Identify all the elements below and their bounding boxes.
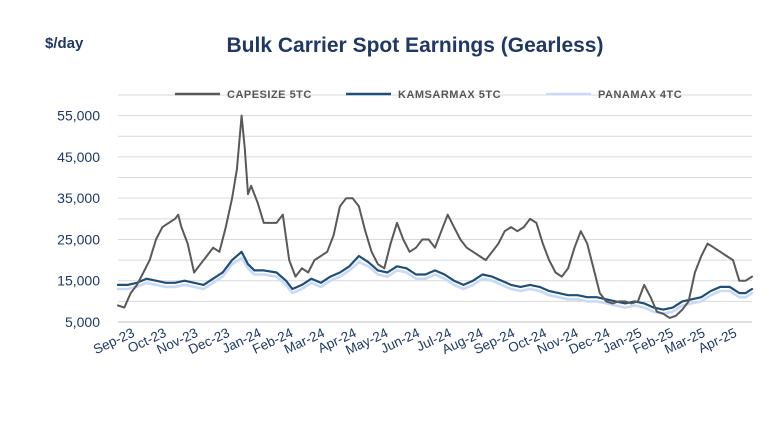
y-tick-label: 5,000 (65, 314, 100, 330)
y-tick-label: 15,000 (57, 273, 100, 289)
legend-label-kamsarmax-5tc: KAMSARMAX 5TC (398, 89, 501, 101)
series-line-panamax-4tc (116, 256, 754, 315)
y-axis: 5,000 15,000 25,000 35,000 45,000 55,000 (57, 108, 100, 330)
legend-label-capesize-5tc: CAPESIZE 5TC (227, 89, 312, 101)
x-axis: Sep-23Oct-23Nov-23Dec-23Jan-24Feb-24Mar-… (91, 321, 752, 358)
grid-lines (118, 94, 752, 323)
series-line-capesize-5tc (117, 114, 753, 319)
y-tick-label: 55,000 (57, 108, 100, 124)
series-lines (116, 114, 754, 319)
legend-label-panamax-4tc: PANAMAX 4TC (598, 89, 682, 101)
y-tick-label: 35,000 (57, 190, 100, 206)
y-tick-label: 45,000 (57, 149, 100, 165)
chart-title: Bulk Carrier Spot Earnings (Gearless) (227, 34, 604, 57)
y-unit-label: $/day (45, 35, 84, 52)
y-tick-label: 25,000 (57, 231, 100, 247)
series-line-kamsarmax-5tc (116, 250, 754, 311)
legend: CAPESIZE 5TC KAMSARMAX 5TC PANAMAX 4TC (175, 89, 682, 101)
